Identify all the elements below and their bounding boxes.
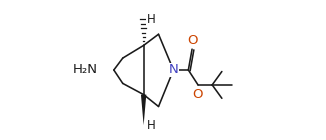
Text: H: H	[147, 13, 156, 26]
Text: O: O	[192, 88, 202, 101]
Text: H₂N: H₂N	[72, 64, 97, 76]
Polygon shape	[141, 95, 146, 125]
Text: O: O	[187, 34, 198, 47]
Text: H: H	[147, 119, 156, 132]
Text: N: N	[169, 64, 178, 76]
